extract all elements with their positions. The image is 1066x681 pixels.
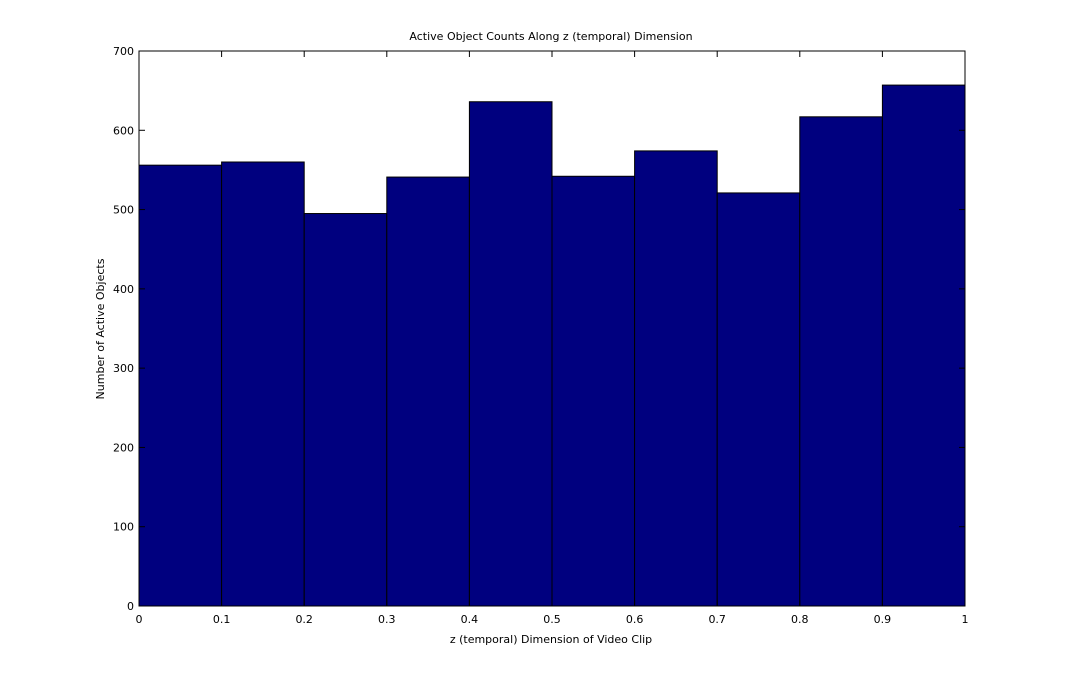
histogram-bar (551, 175, 636, 607)
chart-title: Active Object Counts Along z (temporal) … (409, 30, 692, 43)
x-tick-label: 0.4 (461, 613, 479, 626)
histogram-bar (221, 161, 305, 607)
x-tick-label: 1 (962, 613, 969, 626)
y-tick-label: 200 (113, 441, 134, 454)
x-tick-label: 0.3 (378, 613, 396, 626)
y-axis-label: Number of Active Objects (94, 258, 107, 399)
y-tick-label: 400 (113, 283, 134, 296)
histogram-bar (881, 84, 966, 607)
y-axis-ticks: 0 100 200 300 400 500 600 700 (113, 45, 965, 613)
y-tick-label: 700 (113, 45, 134, 58)
x-axis-label: z (temporal) Dimension of Video Clip (450, 633, 652, 646)
histogram-bar (799, 116, 883, 607)
y-tick-label: 500 (113, 204, 134, 217)
histogram-bar (716, 192, 801, 607)
histogram-bar (386, 176, 470, 607)
x-tick-label: 0 (136, 613, 143, 626)
x-tick-label: 0.6 (626, 613, 644, 626)
y-tick-label: 300 (113, 362, 134, 375)
histogram-bar (634, 150, 718, 607)
histogram-bar (138, 164, 223, 607)
histogram-bars (138, 84, 966, 607)
histogram-bar (303, 213, 388, 607)
y-tick-label: 100 (113, 521, 134, 534)
x-tick-label: 0.7 (708, 613, 726, 626)
y-tick-label: 600 (113, 124, 134, 137)
histogram-bar (468, 101, 553, 607)
x-tick-label: 0.2 (295, 613, 313, 626)
x-tick-label: 0.8 (791, 613, 809, 626)
x-axis-ticks: 0 0.1 0.2 0.3 0.4 0.5 0.6 0.7 0.8 0.9 1 (136, 51, 969, 626)
y-tick-label: 0 (127, 600, 134, 613)
x-tick-label: 0.1 (213, 613, 231, 626)
x-tick-label: 0.5 (543, 613, 561, 626)
x-tick-label: 0.9 (874, 613, 892, 626)
